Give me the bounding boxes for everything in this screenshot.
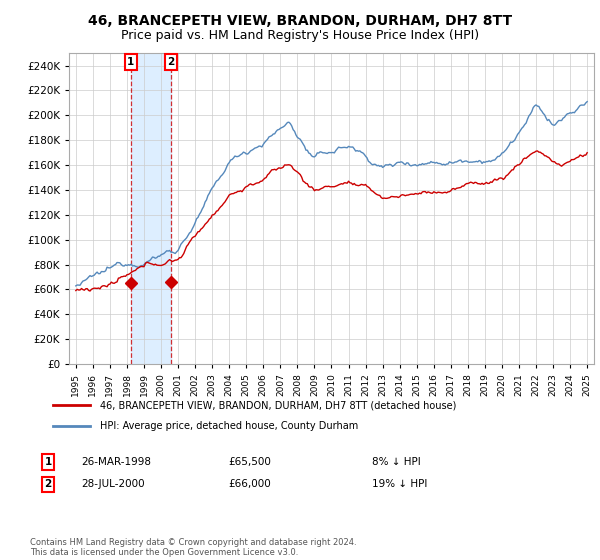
Text: 46, BRANCEPETH VIEW, BRANDON, DURHAM, DH7 8TT (detached house): 46, BRANCEPETH VIEW, BRANDON, DURHAM, DH… [100,400,457,410]
Text: Price paid vs. HM Land Registry's House Price Index (HPI): Price paid vs. HM Land Registry's House … [121,29,479,42]
Text: 2: 2 [44,479,52,489]
Text: HPI: Average price, detached house, County Durham: HPI: Average price, detached house, Coun… [100,421,358,431]
Text: 19% ↓ HPI: 19% ↓ HPI [372,479,427,489]
Text: 1: 1 [127,57,134,67]
Text: 46, BRANCEPETH VIEW, BRANDON, DURHAM, DH7 8TT: 46, BRANCEPETH VIEW, BRANDON, DURHAM, DH… [88,14,512,28]
Text: Contains HM Land Registry data © Crown copyright and database right 2024.
This d: Contains HM Land Registry data © Crown c… [30,538,356,557]
Text: 8% ↓ HPI: 8% ↓ HPI [372,457,421,467]
Bar [131,53,171,364]
Text: £65,500: £65,500 [228,457,271,467]
Text: £66,000: £66,000 [228,479,271,489]
Text: 1: 1 [44,457,52,467]
Text: 2: 2 [167,57,175,67]
Text: 26-MAR-1998: 26-MAR-1998 [81,457,151,467]
Text: 28-JUL-2000: 28-JUL-2000 [81,479,145,489]
